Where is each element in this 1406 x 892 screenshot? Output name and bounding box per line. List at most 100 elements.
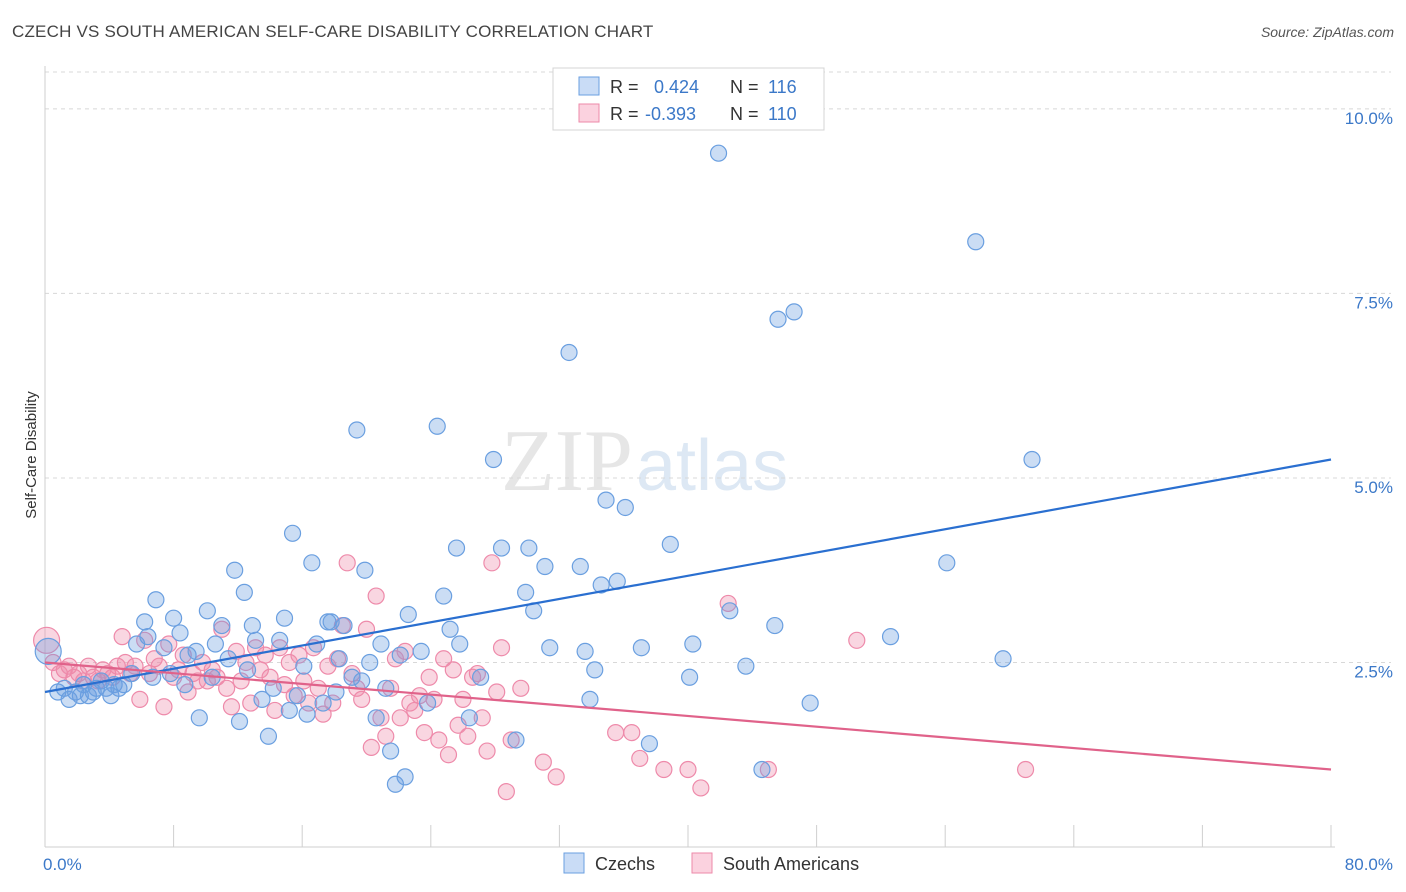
south-americans-point: [497, 783, 515, 801]
czechs-point: [226, 561, 244, 579]
czechs-point: [264, 679, 282, 697]
south-americans-point: [155, 698, 173, 716]
czechs-point: [206, 635, 224, 653]
south-americans-point: [324, 694, 342, 712]
south-americans-point: [218, 679, 236, 697]
south-americans-point: [623, 723, 641, 742]
czechs-point: [377, 679, 395, 697]
x-tick-label-start: 0.0%: [43, 855, 82, 874]
south-americans-point: [435, 650, 453, 668]
south-americans-point: [174, 646, 192, 664]
south-americans-point: [362, 738, 380, 756]
czechs-trend-line: [44, 458, 1332, 694]
bottom-legend-czechs-swatch: [563, 852, 585, 874]
y-axis-label: Self-Care Disability: [23, 391, 40, 519]
czechs-point: [586, 661, 604, 679]
legend-south-americans-n-label: N =: [730, 104, 759, 124]
czechs-point: [597, 491, 615, 509]
south-americans-point: [483, 554, 501, 572]
czechs-point: [235, 583, 253, 601]
czechs-point: [187, 642, 205, 661]
czechs-point: [123, 664, 141, 683]
bottom-legend-czechs-label: Czechs: [595, 854, 655, 874]
czechs-point: [769, 310, 787, 328]
south-americans-point: [242, 694, 260, 712]
legend-south-americans-swatch: [578, 103, 600, 123]
czechs-point: [938, 554, 956, 572]
trend-lines: [44, 458, 1332, 771]
czechs-point: [396, 768, 414, 786]
south-americans-point: [415, 723, 433, 742]
source-credit: Source: ZipAtlas.com: [1260, 24, 1394, 40]
south-americans-point: [430, 731, 448, 749]
legend-south-americans-r-label: R =: [610, 104, 639, 124]
south-americans-point: [679, 760, 697, 779]
czechs-point: [165, 609, 183, 627]
czechs-point: [259, 727, 278, 745]
south-americans-point: [377, 727, 395, 745]
x-tick-label-end: 80.0%: [1345, 855, 1393, 874]
czechs-point: [536, 557, 554, 576]
south-americans-point: [295, 672, 313, 690]
czechs-point: [343, 668, 361, 686]
czechs-point: [507, 731, 525, 749]
south-americans-point: [1016, 760, 1035, 779]
czechs-point: [198, 602, 216, 620]
czechs-point: [753, 760, 771, 779]
south-americans-point: [607, 723, 625, 742]
czechs-point: [356, 561, 374, 579]
south-americans-point: [309, 679, 327, 697]
legend-czechs-r-label: R =: [610, 77, 639, 97]
south-americans-point: [367, 587, 385, 605]
czechs-point: [391, 646, 409, 664]
south-americans-point: [848, 631, 866, 649]
czechs-point: [517, 583, 535, 601]
legend-box: R = 0.424 N = 116 R = -0.393 N = 110: [552, 67, 825, 131]
czechs-point: [472, 668, 490, 686]
czechs-point: [243, 616, 261, 635]
czechs-point: [447, 539, 466, 557]
czechs-point: [541, 639, 559, 657]
czechs-point: [484, 450, 503, 469]
czechs-point: [684, 635, 702, 653]
south-americans-trend-line: [44, 661, 1332, 771]
south-americans-point: [655, 760, 673, 779]
legend-czechs-n-value: 116: [768, 77, 797, 97]
czechs-point: [34, 637, 62, 666]
czechs-point: [253, 690, 271, 708]
czechs-point: [139, 628, 157, 646]
y-tick-label: 7.5%: [1354, 293, 1393, 312]
czechs-point: [314, 694, 332, 712]
czechs-point: [435, 587, 453, 605]
south-americans-point: [420, 668, 438, 686]
czechs-point: [616, 498, 634, 517]
south-americans-point: [488, 683, 506, 701]
czechs-point: [361, 653, 379, 672]
czechs-point: [288, 687, 306, 705]
czechs-point: [994, 650, 1012, 668]
czechs-point: [520, 539, 538, 557]
y-tick-label: 2.5%: [1354, 662, 1393, 681]
czechs-point: [681, 668, 699, 686]
south-americans-point: [256, 646, 274, 664]
czechs-point: [492, 539, 511, 557]
czechs-point: [766, 616, 784, 635]
south-americans-point: [131, 690, 149, 708]
south-americans-point: [444, 661, 462, 679]
czechs-point: [451, 635, 469, 653]
legend-czechs-n-label: N =: [730, 77, 759, 97]
legend-south-americans-n-value: 110: [768, 104, 797, 124]
south-americans-point: [478, 742, 496, 760]
czechs-point: [176, 676, 194, 694]
south-americans-point: [275, 676, 294, 694]
axes: [44, 66, 1335, 848]
czechs-point: [441, 620, 459, 638]
czechs-point: [335, 616, 353, 635]
czechs-point: [171, 624, 189, 642]
czechs-point: [418, 694, 437, 712]
czechs-point: [632, 639, 650, 657]
czechs-point: [322, 613, 340, 631]
y-tick-label: 10.0%: [1345, 109, 1393, 128]
czechs-point: [967, 233, 985, 251]
